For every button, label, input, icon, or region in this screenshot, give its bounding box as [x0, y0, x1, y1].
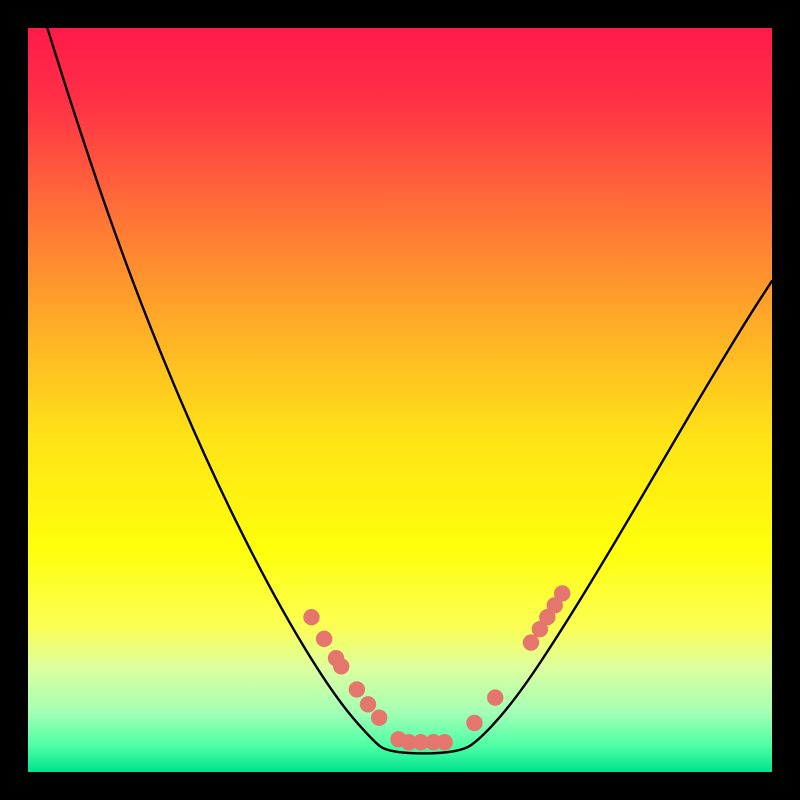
curve-marker — [349, 681, 365, 697]
frame-right — [772, 0, 800, 800]
gradient-background — [28, 28, 772, 772]
curve-marker — [523, 634, 539, 650]
curve-marker — [466, 715, 482, 731]
curve-marker — [333, 658, 349, 674]
curve-marker — [316, 631, 332, 647]
frame-left — [0, 0, 28, 800]
curve-marker — [371, 709, 387, 725]
curve-marker — [436, 734, 452, 750]
curve-marker — [554, 585, 570, 601]
chart-plot-area — [28, 28, 772, 772]
frame-top — [0, 0, 800, 28]
chart-svg — [28, 28, 772, 772]
curve-marker — [303, 609, 319, 625]
curve-marker — [487, 689, 503, 705]
frame-bottom — [0, 772, 800, 800]
curve-marker — [360, 696, 376, 712]
